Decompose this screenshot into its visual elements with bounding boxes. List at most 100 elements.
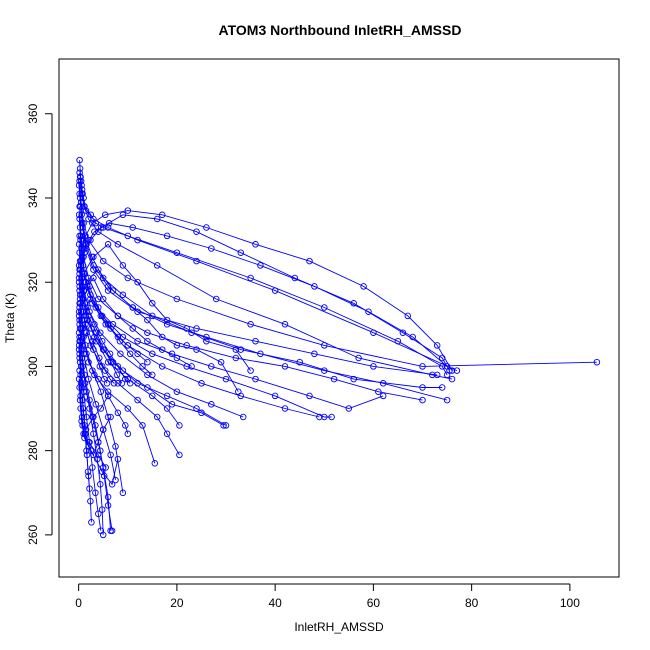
data-point [95, 510, 102, 518]
data-point [163, 405, 171, 412]
data-point [129, 224, 136, 231]
data-point [88, 519, 95, 526]
data-point [306, 392, 313, 400]
data-point [91, 228, 98, 235]
data-point [419, 363, 426, 370]
data-point [82, 232, 89, 240]
data-point [85, 215, 92, 223]
data-point [281, 363, 289, 370]
data-point [109, 287, 117, 294]
data-point [76, 169, 83, 176]
data-point [114, 409, 122, 417]
data-point [271, 392, 279, 400]
data-point [252, 337, 259, 345]
series [75, 211, 387, 412]
data-point [76, 287, 83, 294]
series-line [79, 243, 251, 371]
series-line [79, 222, 448, 367]
data-point [78, 190, 85, 198]
data-point [144, 337, 151, 345]
data-point [86, 405, 93, 412]
data-point [139, 422, 146, 429]
series [76, 241, 254, 374]
data-point [114, 380, 122, 387]
data-point [419, 396, 426, 404]
data-point [198, 380, 205, 387]
x-tick-label: 20 [170, 596, 184, 610]
data-point [114, 312, 122, 320]
series-line [79, 387, 109, 431]
series-line [79, 206, 423, 401]
series-line [79, 269, 180, 456]
data-point [448, 367, 456, 374]
series-line [79, 193, 443, 388]
data-point [153, 413, 161, 421]
data-point [217, 358, 225, 366]
series [75, 207, 456, 374]
data-point [360, 283, 367, 290]
series [76, 194, 451, 404]
data-point [149, 371, 156, 379]
data-point [75, 375, 83, 383]
data-point [90, 413, 97, 421]
data-point [158, 363, 166, 370]
data-point [99, 426, 107, 433]
data-point [306, 257, 313, 265]
data-point [438, 384, 446, 391]
data-point [75, 182, 83, 189]
data-point [173, 354, 181, 362]
data-point [76, 194, 84, 202]
data-point [168, 401, 176, 408]
data-point [82, 278, 90, 286]
data-point [86, 396, 93, 404]
data-point [104, 413, 112, 421]
data-point [330, 375, 338, 383]
data-point [76, 224, 84, 231]
x-tick-label: 100 [560, 596, 580, 610]
data-point [239, 413, 247, 421]
x-tick-label: 60 [367, 596, 381, 610]
data-point [257, 350, 264, 358]
data-point [110, 380, 118, 387]
data-point [89, 464, 96, 471]
data-point [134, 350, 141, 358]
data-point [370, 363, 377, 370]
data-point [76, 173, 84, 181]
data-point [144, 316, 151, 324]
y-tick-label: 280 [26, 440, 40, 460]
series [76, 266, 183, 459]
data-point [105, 219, 113, 227]
series [75, 211, 453, 374]
data-point [75, 211, 83, 219]
data-point [321, 413, 328, 421]
data-point [76, 177, 83, 185]
data-point [77, 333, 85, 341]
data-point [89, 219, 96, 227]
data-point [75, 262, 83, 269]
data-point [107, 325, 114, 332]
data-point [124, 274, 132, 282]
data-point [252, 241, 259, 248]
data-point [350, 375, 357, 383]
data-point [97, 224, 105, 231]
series-line [78, 306, 131, 384]
data-point [86, 485, 93, 492]
data-point [90, 346, 97, 353]
data-point [91, 333, 98, 341]
data-point [80, 270, 87, 278]
series-line [79, 268, 239, 392]
series-line [79, 235, 244, 418]
series [76, 169, 461, 374]
data-point [193, 257, 200, 265]
data-point [98, 468, 106, 475]
data-point [104, 224, 112, 231]
data-point [379, 380, 387, 387]
series-line [79, 176, 453, 380]
data-point [163, 392, 171, 400]
data-point [119, 333, 127, 341]
data-point [163, 430, 171, 438]
chart-title: ATOM3 Northbound InletRH_AMSSD [219, 22, 462, 38]
data-point [281, 405, 289, 412]
data-point [104, 287, 112, 294]
data-point [76, 203, 83, 210]
